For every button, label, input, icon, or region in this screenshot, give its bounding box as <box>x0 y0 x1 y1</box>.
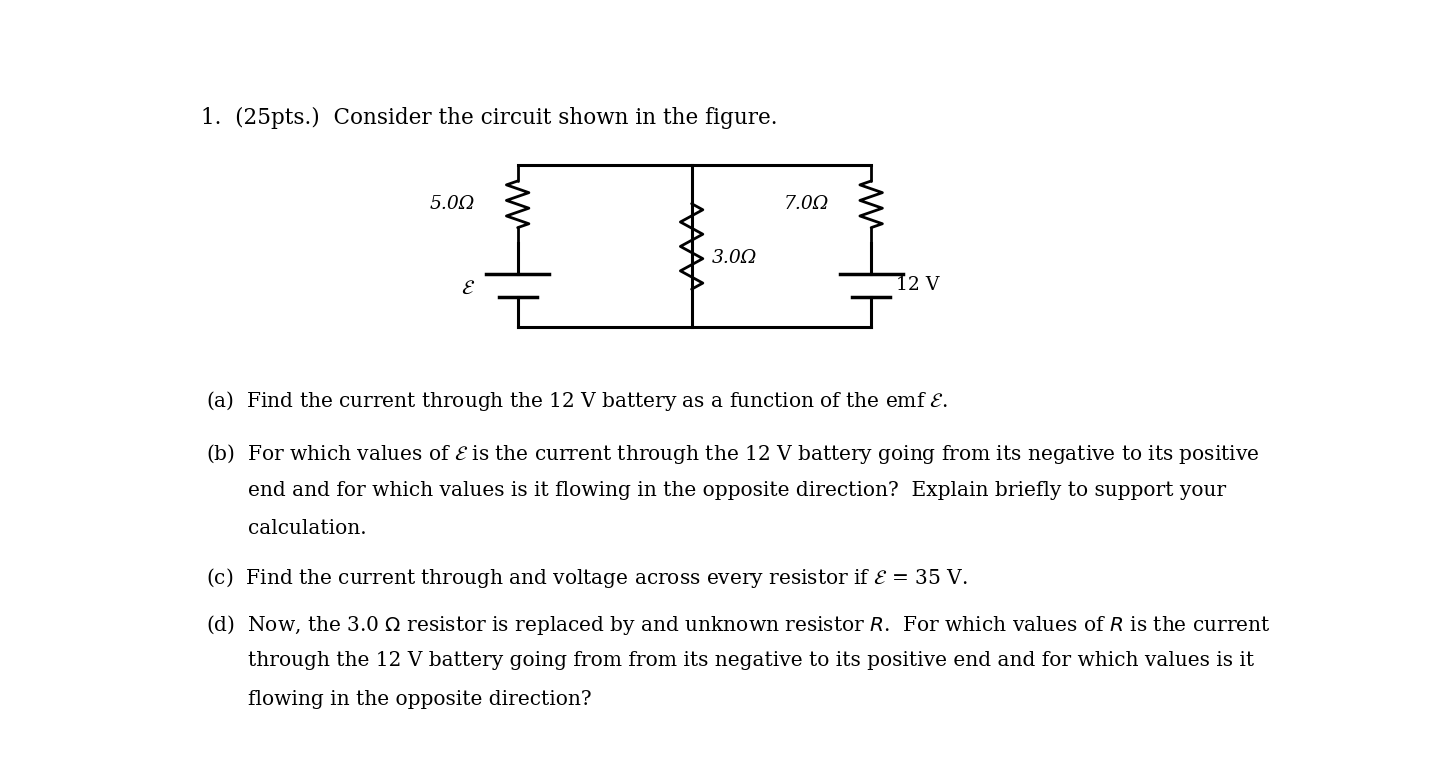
Text: (b)  For which values of $\mathcal{E}$ is the current through the 12 V battery g: (b) For which values of $\mathcal{E}$ is… <box>206 442 1260 467</box>
Text: end and for which values is it flowing in the opposite direction?  Explain brief: end and for which values is it flowing i… <box>249 480 1226 500</box>
Text: flowing in the opposite direction?: flowing in the opposite direction? <box>249 690 592 708</box>
Text: 12 V: 12 V <box>896 276 940 295</box>
Text: through the 12 V battery going from from its negative to its positive end and fo: through the 12 V battery going from from… <box>249 652 1254 670</box>
Text: calculation.: calculation. <box>249 519 366 538</box>
Text: $\mathcal{E}$: $\mathcal{E}$ <box>460 278 475 298</box>
Text: (a)  Find the current through the 12 V battery as a function of the emf $\mathca: (a) Find the current through the 12 V ba… <box>206 389 947 413</box>
Text: 1.  (25pts.)  Consider the circuit shown in the figure.: 1. (25pts.) Consider the circuit shown i… <box>201 106 778 129</box>
Text: (c)  Find the current through and voltage across every resistor if $\mathcal{E}$: (c) Find the current through and voltage… <box>206 566 967 590</box>
Text: 7.0Ω: 7.0Ω <box>783 195 828 213</box>
Text: 3.0Ω: 3.0Ω <box>712 249 757 267</box>
Text: 5.0Ω: 5.0Ω <box>430 195 475 213</box>
Text: (d)  Now, the 3.0 $\Omega$ resistor is replaced by and unknown resistor $R$.  Fo: (d) Now, the 3.0 $\Omega$ resistor is re… <box>206 613 1270 637</box>
